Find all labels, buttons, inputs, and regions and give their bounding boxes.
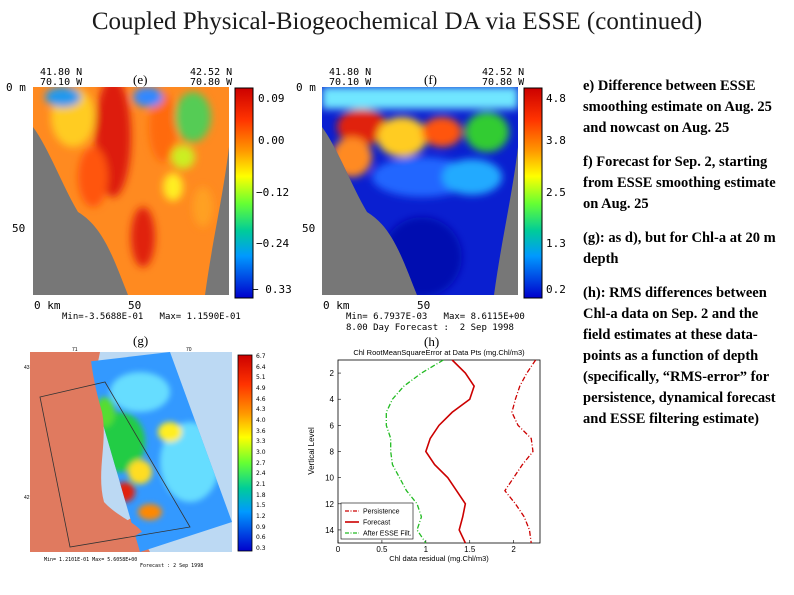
panel-e-coord-left: 41.80 N 70.10 W (40, 67, 83, 88)
panel-e-colorbar (234, 87, 254, 299)
chart-title: Chl RootMeanSquareError at Data Pts (mg.… (353, 348, 525, 357)
y-tick-label: 4 (330, 395, 335, 404)
panel-f-depth-mid: 50 (302, 222, 316, 235)
panel-e-colorbar-label: 0.00 (258, 134, 285, 147)
panel-f-depth-top: 0 m (296, 81, 316, 94)
panel-f-colorbar-label: 4.8 (546, 92, 566, 105)
panel-g-minmax: Min= 1.2101E-01 Max= 5.6058E+00 (44, 557, 138, 563)
panel-h-label: (h) (424, 334, 440, 349)
rms-error-chart: Chl RootMeanSquareError at Data Pts (mg.… (307, 348, 541, 563)
panel-g-colorbar-label: 4.0 (256, 417, 266, 424)
chart-xlabel: Chl data residual (mg.Chl/m3) (389, 554, 489, 563)
panel-f-dist-left: 0 km (323, 299, 350, 312)
y-tick-label: 10 (325, 474, 334, 483)
note-e: e) Difference between ESSE smoothing est… (583, 78, 772, 136)
panel-g-colorbar-label: 4.6 (256, 395, 266, 403)
panel-f-colorbar-label: 3.8 (546, 134, 566, 147)
panel-g-colorbar-label: 0.6 (256, 534, 266, 542)
panel-g-colorbar-label: 5.1 (256, 374, 266, 382)
panel-g-colorbar-label: 1.2 (256, 513, 266, 520)
series-line-0 (504, 359, 537, 544)
chart-ylabel: Vertical Level (307, 427, 316, 475)
x-tick-label: 1 (424, 545, 429, 554)
panel-e-depth-top: 0 m (6, 81, 26, 94)
panel-e-colorbar-label: 0.09 (258, 92, 285, 105)
panel-e-minmax: Min=-3.5688E-01 Max= 1.1590E-01 (62, 312, 241, 322)
panel-g-colorbar-label: 4.9 (256, 385, 266, 392)
panel-f-coord-left: 41.80 N 70.10 W (329, 67, 372, 88)
y-tick-label: 8 (330, 448, 335, 457)
y-tick-label: 2 (330, 369, 335, 378)
legend-label: Persistence (363, 509, 400, 516)
series-line-1 (424, 359, 476, 544)
panel-f-coord-right: 42.52 N 70.80 W (482, 67, 525, 88)
x-tick-label: 0.5 (376, 545, 388, 554)
panel-e-coord-right: 42.52 N 70.80 W (190, 67, 233, 88)
note-f: f) Forecast for Sep. 2, starting from ES… (583, 154, 776, 212)
notes-panel: e) Difference between ESSE smoothing est… (583, 76, 788, 443)
x-tick-label: 2 (511, 545, 516, 554)
panel-g-colorbar-label: 3.3 (256, 438, 266, 446)
x-tick-label: 0 (336, 545, 341, 554)
panel-g-colorbar-label: 3.0 (256, 449, 266, 456)
panel-g-colorbar-label: 1.5 (256, 502, 266, 510)
legend-label: After ESSE Filt. (363, 531, 412, 538)
panel-f-dist-mid: 50 (417, 299, 431, 312)
y-tick-label: 12 (325, 500, 334, 509)
panel-e-colorbar-label: −0.12 (256, 186, 290, 199)
panel-e-section-plot (33, 87, 229, 295)
y-tick-label: 14 (325, 526, 334, 535)
panel-g-label: (g) (133, 333, 149, 348)
note-g: (g): as d), but for Chl-a at 20 m depth (583, 230, 776, 267)
panel-e-label: (e) (133, 72, 148, 87)
y-tick-label: 6 (330, 421, 335, 430)
panel-g-colorbar-label: 2.4 (256, 470, 266, 478)
panel-g-colorbar-label: 6.7 (256, 353, 266, 360)
panel-g-colorbar-label: 2.1 (256, 481, 266, 488)
panel-e-dist-left: 0 km (34, 299, 61, 312)
panel-g-colorbar-label: 2.7 (256, 459, 266, 467)
panel-e-dist-mid: 50 (128, 299, 142, 312)
panel-g-tick-top: 70 (186, 347, 192, 353)
page-title: Coupled Physical-Biogeochemical DA via E… (91, 8, 703, 35)
panel-f-colorbar-label: 2.5 (546, 186, 566, 199)
panel-g-tick-left: 43 (24, 365, 30, 371)
panel-e-colorbar-label: − 0.33 (252, 283, 292, 296)
panel-g-forecast: Forecast : 2 Sep 1998 (140, 563, 204, 569)
panel-f-colorbar-label: 1.3 (546, 237, 566, 250)
panel-f-label: (f) (424, 72, 437, 87)
panel-g-colorbar (237, 354, 253, 552)
panel-g-tick-left: 42 (24, 495, 30, 501)
panel-g-map (30, 352, 232, 552)
panel-e-colorbar-label: −0.24 (256, 237, 290, 250)
panel-g-colorbar-label: 0.3 (256, 545, 266, 552)
panel-f-minmax: Min= 6.7937E-03 Max= 8.6115E+00 (346, 312, 525, 322)
panel-f-colorbar-label: 0.2 (546, 283, 566, 296)
panel-g-colorbar-label: 3.6 (256, 427, 266, 435)
panel-g-colorbar-label: 0.9 (256, 523, 266, 531)
panel-g-colorbar-label: 1.8 (256, 491, 266, 499)
panel-g-tick-top: 71 (72, 347, 78, 353)
panel-f-forecast: 8.00 Day Forecast : 2 Sep 1998 (346, 323, 514, 333)
panel-e-depth-mid: 50 (12, 222, 26, 235)
note-h: (h): RMS differences between Chl-a data … (583, 285, 776, 427)
panel-g-colorbar-label: 4.3 (256, 406, 266, 414)
panel-g-colorbar-label: 6.4 (256, 363, 266, 371)
panel-f-section-plot (322, 87, 518, 295)
series-line-2 (385, 359, 444, 544)
x-tick-label: 1.5 (464, 545, 476, 554)
panel-f-colorbar (523, 87, 543, 299)
legend-label: Forecast (363, 520, 390, 527)
